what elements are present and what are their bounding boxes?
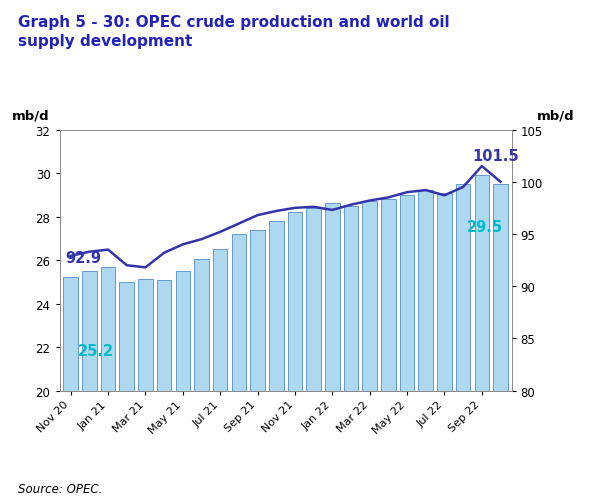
Bar <box>325 204 340 501</box>
Bar <box>456 184 471 501</box>
Bar <box>138 279 153 501</box>
Bar <box>475 176 489 501</box>
Text: Source: OPEC.: Source: OPEC. <box>18 482 102 495</box>
Bar <box>176 272 190 501</box>
Text: Graph 5 - 30: OPEC crude production and world oil
supply development: Graph 5 - 30: OPEC crude production and … <box>18 15 449 49</box>
Bar <box>231 234 246 501</box>
Bar <box>381 200 396 501</box>
Text: 29.5: 29.5 <box>467 219 503 234</box>
Bar <box>194 260 209 501</box>
Bar <box>493 184 508 501</box>
Text: 25.2: 25.2 <box>78 343 114 358</box>
Bar <box>64 278 78 501</box>
Bar <box>157 280 171 501</box>
Bar <box>344 206 358 501</box>
Bar <box>120 282 134 501</box>
Bar <box>418 191 433 501</box>
Text: mb/d: mb/d <box>537 110 574 123</box>
Bar <box>250 230 265 501</box>
Bar <box>269 221 284 501</box>
Text: mb/d: mb/d <box>12 110 49 123</box>
Bar <box>287 213 302 501</box>
Bar <box>82 272 96 501</box>
Text: 101.5: 101.5 <box>472 149 519 164</box>
Bar <box>437 193 452 501</box>
Bar <box>400 195 414 501</box>
Bar <box>306 208 321 501</box>
Bar <box>213 249 227 501</box>
Text: 92.9: 92.9 <box>65 251 101 266</box>
Bar <box>362 202 377 501</box>
Bar <box>101 267 115 501</box>
